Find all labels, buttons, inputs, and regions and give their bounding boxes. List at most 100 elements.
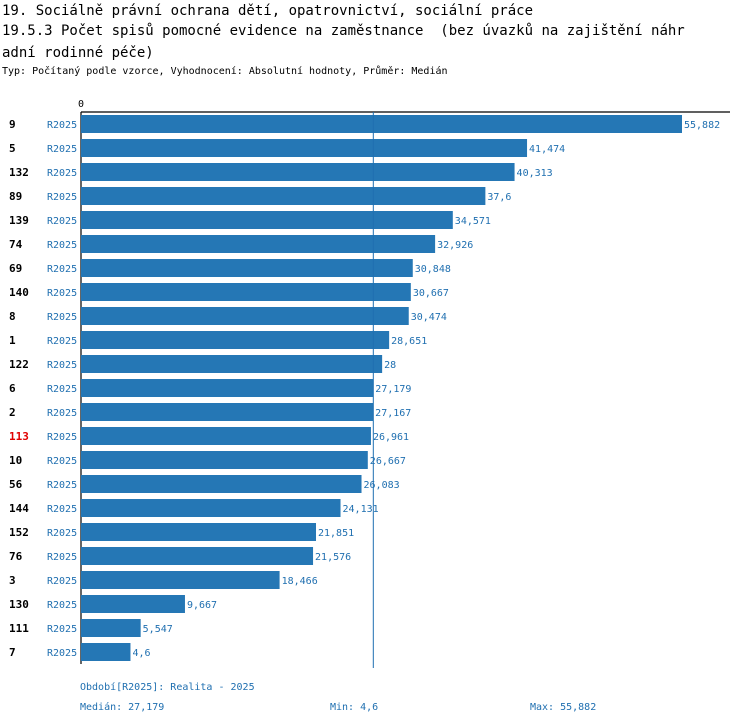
bar	[81, 331, 390, 349]
category-label: 111	[9, 622, 29, 635]
bar	[81, 235, 436, 253]
value-label: 27,167	[375, 408, 411, 419]
footer-max: Max: 55,882	[530, 702, 597, 713]
bar	[81, 427, 371, 445]
category-label: 144	[9, 502, 29, 515]
category-label: 152	[9, 526, 29, 539]
value-label: 55,882	[684, 120, 720, 131]
category-label: 132	[9, 166, 29, 179]
bar	[81, 619, 141, 637]
category-label: 5	[9, 142, 16, 155]
series-label: R2025	[47, 360, 77, 371]
value-label: 34,571	[455, 216, 491, 227]
bar	[81, 547, 314, 565]
value-label: 32,926	[437, 240, 473, 251]
category-label: 76	[9, 550, 23, 563]
chart-title-line-1: 19. Sociálně právní ochrana dětí, opatro…	[2, 3, 534, 19]
value-label: 9,667	[187, 600, 217, 611]
bar	[81, 475, 362, 493]
category-label: 9	[9, 118, 16, 131]
series-label: R2025	[47, 240, 77, 251]
category-label: 139	[9, 214, 29, 227]
category-label: 7	[9, 646, 16, 659]
series-label: R2025	[47, 552, 77, 563]
category-label: 140	[9, 286, 29, 299]
chart-subtitle: Typ: Počítaný podle vzorce, Vyhodnocení:…	[2, 66, 448, 77]
series-label: R2025	[47, 312, 77, 323]
series-label: R2025	[47, 480, 77, 491]
value-label: 30,848	[415, 264, 451, 275]
value-label: 30,474	[411, 312, 447, 323]
chart-title-line-2: 19.5.3 Počet spisů pomocné evidence na z…	[2, 23, 685, 39]
bar	[81, 595, 185, 613]
category-label: 10	[9, 454, 22, 467]
bar	[81, 379, 374, 397]
series-label: R2025	[47, 624, 77, 635]
bar	[81, 523, 317, 541]
category-label: 8	[9, 310, 16, 323]
series-label: R2025	[47, 264, 77, 275]
axis-zero-label: 0	[78, 99, 84, 110]
bar	[81, 403, 374, 421]
category-label: 74	[9, 238, 23, 251]
value-label: 21,851	[318, 528, 354, 539]
value-label: 26,961	[373, 432, 409, 443]
chart-title-line-3: adní rodinné péče)	[2, 45, 154, 61]
series-label: R2025	[47, 528, 77, 539]
value-label: 27,179	[375, 384, 411, 395]
bar	[81, 115, 682, 133]
bar	[81, 187, 486, 205]
value-label: 4,6	[132, 648, 150, 659]
bar	[81, 283, 411, 301]
value-label: 21,576	[315, 552, 351, 563]
footer-median: Medián: 27,179	[80, 702, 165, 713]
value-label: 30,667	[413, 288, 449, 299]
value-label: 26,667	[370, 456, 406, 467]
category-label: 130	[9, 598, 29, 611]
series-label: R2025	[47, 600, 77, 611]
series-label: R2025	[47, 384, 77, 395]
series-label: R2025	[47, 408, 77, 419]
value-label: 41,474	[529, 144, 565, 155]
series-label: R2025	[47, 120, 77, 131]
value-label: 40,313	[517, 168, 553, 179]
category-label: 69	[9, 262, 22, 275]
series-label: R2025	[47, 432, 77, 443]
series-label: R2025	[47, 504, 77, 515]
category-label: 1	[9, 334, 16, 347]
category-label: 122	[9, 358, 29, 371]
category-label: 2	[9, 406, 16, 419]
series-label: R2025	[47, 648, 77, 659]
footer-period: Období[R2025]: Realita - 2025	[80, 682, 255, 693]
bar	[81, 307, 409, 325]
bar	[81, 451, 368, 469]
category-label: 89	[9, 190, 22, 203]
bar	[81, 139, 528, 157]
value-label: 37,6	[487, 192, 511, 203]
series-label: R2025	[47, 216, 77, 227]
category-label: 56	[9, 478, 23, 491]
value-label: 24,131	[343, 504, 379, 515]
series-label: R2025	[47, 576, 77, 587]
series-label: R2025	[47, 144, 77, 155]
footer-min: Min: 4,6	[330, 702, 379, 713]
value-label: 18,466	[282, 576, 318, 587]
series-label: R2025	[47, 456, 77, 467]
bar	[81, 499, 341, 517]
category-label: 3	[9, 574, 16, 587]
bar	[81, 571, 280, 589]
category-label: 6	[9, 382, 16, 395]
category-label: 113	[9, 430, 29, 443]
bar	[81, 355, 383, 373]
value-label: 28,651	[391, 336, 427, 347]
bar	[81, 211, 453, 229]
bar	[81, 259, 413, 277]
series-label: R2025	[47, 336, 77, 347]
series-label: R2025	[47, 168, 77, 179]
bar	[81, 163, 515, 181]
value-label: 26,083	[364, 480, 400, 491]
series-label: R2025	[47, 192, 77, 203]
series-label: R2025	[47, 288, 77, 299]
bar	[81, 643, 131, 661]
